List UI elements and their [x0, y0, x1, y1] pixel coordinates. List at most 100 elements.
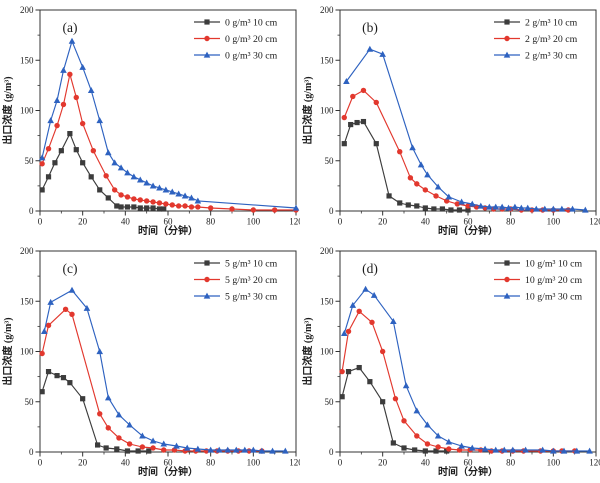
series-square [39, 369, 152, 454]
square-marker [124, 204, 131, 210]
square-marker [386, 193, 392, 199]
y-tick-label: 100 [20, 106, 34, 116]
triangle-marker [269, 447, 276, 454]
circle-marker [414, 181, 420, 187]
series-circle [341, 87, 571, 213]
circle-marker [369, 319, 375, 326]
legend-label: 5 g/m³ 20 cm [225, 275, 278, 286]
circle-marker [156, 200, 163, 206]
triangle-marker [203, 292, 211, 299]
triangle-marker [468, 200, 476, 207]
triangle-marker [224, 446, 232, 453]
square-marker [405, 202, 411, 208]
circle-marker [62, 306, 69, 312]
square-marker [380, 399, 386, 405]
circle-marker [116, 435, 122, 441]
triangle-marker [241, 446, 249, 453]
panel-label: (c) [63, 261, 78, 276]
square-marker [150, 205, 156, 211]
circle-marker [60, 101, 67, 108]
y-tick-label: 100 [20, 347, 34, 357]
y-axis-label: 出口浓度 (g/m³) [301, 317, 314, 385]
circle-marker [171, 447, 178, 453]
series-triangle [343, 45, 589, 213]
triangle-marker [168, 188, 176, 195]
triangle-marker [503, 51, 511, 58]
circle-marker [350, 93, 356, 100]
x-axis-label: 时间（分钟） [438, 465, 498, 478]
triangle-marker [509, 446, 517, 453]
x-tick-label: 20 [78, 458, 88, 468]
square-marker [39, 389, 45, 395]
series-line [345, 48, 586, 211]
circle-marker [454, 201, 461, 207]
legend-label: 0 g/m³ 10 cm [225, 17, 278, 28]
triangle-marker [518, 204, 525, 211]
triangle-marker [143, 179, 150, 186]
square-marker [422, 448, 428, 454]
x-tick-label: 120 [289, 217, 300, 227]
x-tick-label: 60 [164, 458, 174, 468]
circle-marker [207, 205, 214, 211]
square-marker [45, 369, 52, 375]
square-marker [137, 205, 143, 211]
square-marker [412, 447, 418, 453]
x-tick-label: 60 [464, 458, 474, 468]
triangle-marker [434, 432, 442, 439]
circle-marker [435, 444, 441, 450]
square-marker [58, 148, 64, 154]
triangle-marker [38, 154, 46, 161]
triangle-marker [366, 45, 374, 52]
triangle-marker [379, 50, 386, 57]
circle-marker [443, 198, 450, 204]
triangle-marker [539, 446, 546, 453]
triangle-marker [468, 444, 476, 451]
y-axis-label: 出口浓度 (g/m³) [1, 76, 14, 144]
circle-marker [73, 94, 79, 101]
square-marker [345, 369, 352, 375]
circle-marker [360, 87, 367, 94]
circle-marker [111, 187, 118, 193]
x-axis-label: 时间（分钟） [138, 465, 198, 478]
circle-marker [126, 441, 133, 447]
x-tick-label: 60 [464, 217, 474, 227]
y-tick-label: 100 [320, 347, 334, 357]
x-tick-label: 40 [421, 217, 431, 227]
circle-marker [250, 207, 257, 213]
triangle-marker [477, 202, 485, 209]
x-tick-label: 0 [38, 458, 43, 468]
triangle-marker [203, 51, 211, 58]
square-marker [401, 445, 407, 451]
circle-marker [169, 202, 175, 208]
triangle-marker [413, 407, 421, 414]
circle-marker [67, 71, 73, 78]
triangle-marker [60, 66, 67, 73]
chart-panel-b: 0 20 40 60 80 100 120 0 50 100 150 200 时间（分钟） 出口浓度 (g… [300, 0, 600, 241]
legend-item: 2 g/m³ 20 cm [494, 34, 578, 45]
x-tick-label: 20 [378, 458, 388, 468]
circle-marker [204, 276, 210, 283]
y-tick-label: 200 [20, 5, 34, 15]
square-marker [204, 260, 210, 266]
legend-label: 5 g/m³ 10 cm [225, 258, 278, 269]
square-marker [156, 206, 163, 212]
triangle-marker [194, 445, 202, 452]
series-line [41, 371, 149, 452]
square-marker [118, 204, 124, 210]
x-tick-label: 100 [247, 458, 261, 468]
square-marker [161, 206, 167, 212]
triangle-marker [173, 442, 180, 449]
x-tick-label: 60 [164, 217, 174, 227]
triangle-marker [343, 77, 350, 84]
triangle-marker [492, 203, 500, 210]
x-tick-label: 0 [338, 458, 343, 468]
legend-item: 0 g/m³ 20 cm [194, 34, 278, 45]
square-marker [341, 141, 347, 147]
triangle-marker [183, 444, 191, 451]
circle-marker [392, 396, 399, 402]
triangle-marker [282, 447, 289, 454]
legend-item: 5 g/m³ 30 cm [194, 291, 278, 302]
circle-marker [356, 308, 362, 314]
triangle-marker [258, 447, 266, 454]
triangle-marker [349, 301, 357, 308]
